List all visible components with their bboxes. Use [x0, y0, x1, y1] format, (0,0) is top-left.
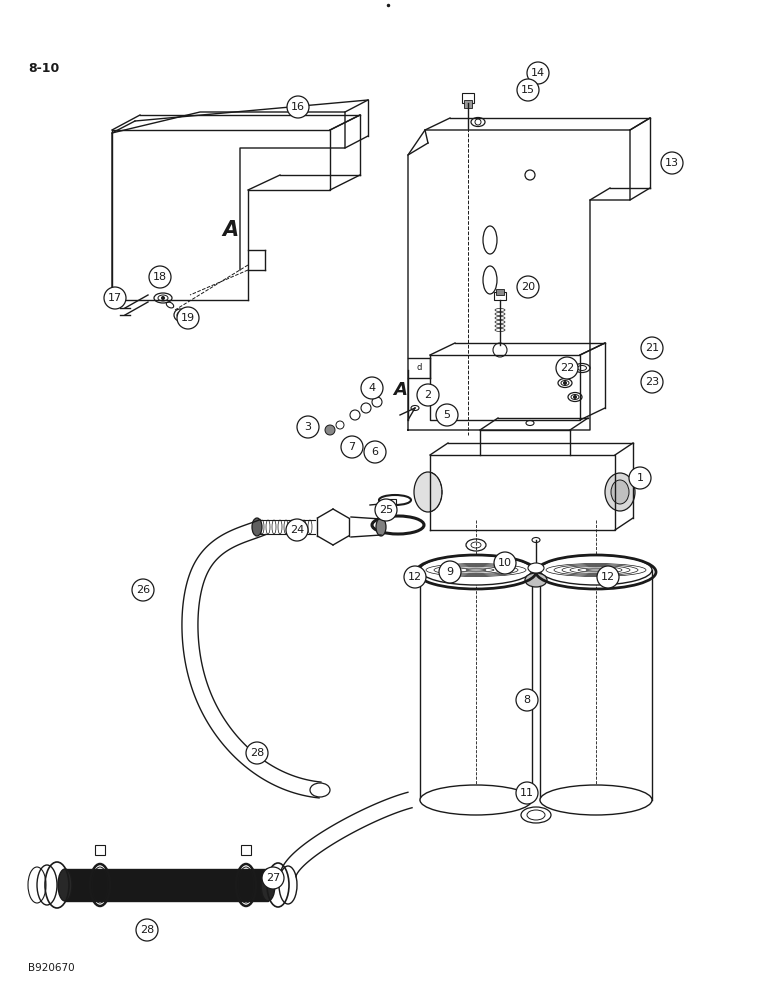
Text: 13: 13	[665, 158, 679, 168]
Text: 9: 9	[446, 567, 454, 577]
Circle shape	[136, 919, 158, 941]
Text: 16: 16	[291, 102, 305, 112]
Ellipse shape	[540, 555, 652, 585]
Text: 11: 11	[520, 788, 534, 798]
Text: d: d	[416, 363, 422, 372]
Circle shape	[527, 62, 549, 84]
Text: 10: 10	[498, 558, 512, 568]
Text: 12: 12	[408, 572, 422, 582]
Circle shape	[641, 337, 663, 359]
Circle shape	[629, 467, 651, 489]
Circle shape	[641, 371, 663, 393]
Circle shape	[439, 561, 461, 583]
Ellipse shape	[414, 472, 442, 512]
Text: 2: 2	[425, 390, 432, 400]
Text: 6: 6	[371, 447, 378, 457]
Circle shape	[436, 404, 458, 426]
Circle shape	[517, 79, 539, 101]
Circle shape	[597, 566, 619, 588]
Text: 15: 15	[521, 85, 535, 95]
Ellipse shape	[528, 563, 544, 573]
Text: 28: 28	[250, 748, 264, 758]
Ellipse shape	[466, 539, 486, 551]
Ellipse shape	[252, 518, 262, 536]
Ellipse shape	[521, 807, 551, 823]
Circle shape	[286, 519, 308, 541]
Text: 4: 4	[368, 383, 375, 393]
Text: 27: 27	[266, 873, 280, 883]
Circle shape	[287, 96, 309, 118]
Bar	[496, 289, 504, 295]
Circle shape	[341, 436, 363, 458]
Text: 22: 22	[560, 363, 574, 373]
Text: 18: 18	[153, 272, 167, 282]
Text: 7: 7	[348, 442, 356, 452]
Text: 1: 1	[636, 473, 644, 483]
Text: 5: 5	[443, 410, 451, 420]
Circle shape	[516, 689, 538, 711]
Circle shape	[517, 276, 539, 298]
Circle shape	[132, 579, 154, 601]
Circle shape	[563, 381, 567, 385]
Circle shape	[161, 296, 165, 300]
Circle shape	[661, 152, 683, 174]
Text: B920670: B920670	[28, 963, 75, 973]
Circle shape	[297, 416, 319, 438]
Text: A: A	[222, 220, 238, 240]
Text: 23: 23	[645, 377, 659, 387]
Circle shape	[149, 266, 171, 288]
Bar	[65, 869, 268, 901]
Text: 8-10: 8-10	[28, 62, 59, 75]
Text: 3: 3	[304, 422, 311, 432]
Circle shape	[573, 395, 577, 399]
Text: 26: 26	[136, 585, 150, 595]
Text: 25: 25	[379, 505, 393, 515]
Ellipse shape	[420, 555, 532, 585]
Circle shape	[246, 742, 268, 764]
Text: 17: 17	[108, 293, 122, 303]
Ellipse shape	[58, 869, 72, 901]
Bar	[388, 499, 396, 507]
Circle shape	[177, 307, 199, 329]
Text: 24: 24	[290, 525, 304, 535]
Ellipse shape	[261, 869, 275, 901]
Circle shape	[364, 441, 386, 463]
Ellipse shape	[532, 538, 540, 542]
Ellipse shape	[605, 473, 635, 511]
Circle shape	[404, 566, 426, 588]
Circle shape	[104, 287, 126, 309]
Bar	[462, 93, 474, 103]
Circle shape	[262, 867, 284, 889]
Text: A: A	[393, 381, 407, 399]
Circle shape	[516, 782, 538, 804]
Ellipse shape	[525, 573, 547, 587]
Text: 21: 21	[645, 343, 659, 353]
Ellipse shape	[376, 518, 386, 536]
Circle shape	[325, 425, 335, 435]
Bar	[494, 292, 506, 300]
Bar	[464, 100, 472, 108]
Text: 14: 14	[531, 68, 545, 78]
Bar	[95, 845, 105, 855]
Circle shape	[375, 499, 397, 521]
Ellipse shape	[540, 785, 652, 815]
Text: 8: 8	[523, 695, 530, 705]
Text: 28: 28	[140, 925, 154, 935]
Text: 19: 19	[181, 313, 195, 323]
Text: 20: 20	[521, 282, 535, 292]
Bar	[241, 845, 251, 855]
Circle shape	[494, 552, 516, 574]
Circle shape	[417, 384, 439, 406]
Circle shape	[361, 377, 383, 399]
Ellipse shape	[420, 785, 532, 815]
Text: 12: 12	[601, 572, 615, 582]
Circle shape	[556, 357, 578, 379]
Ellipse shape	[611, 480, 629, 504]
